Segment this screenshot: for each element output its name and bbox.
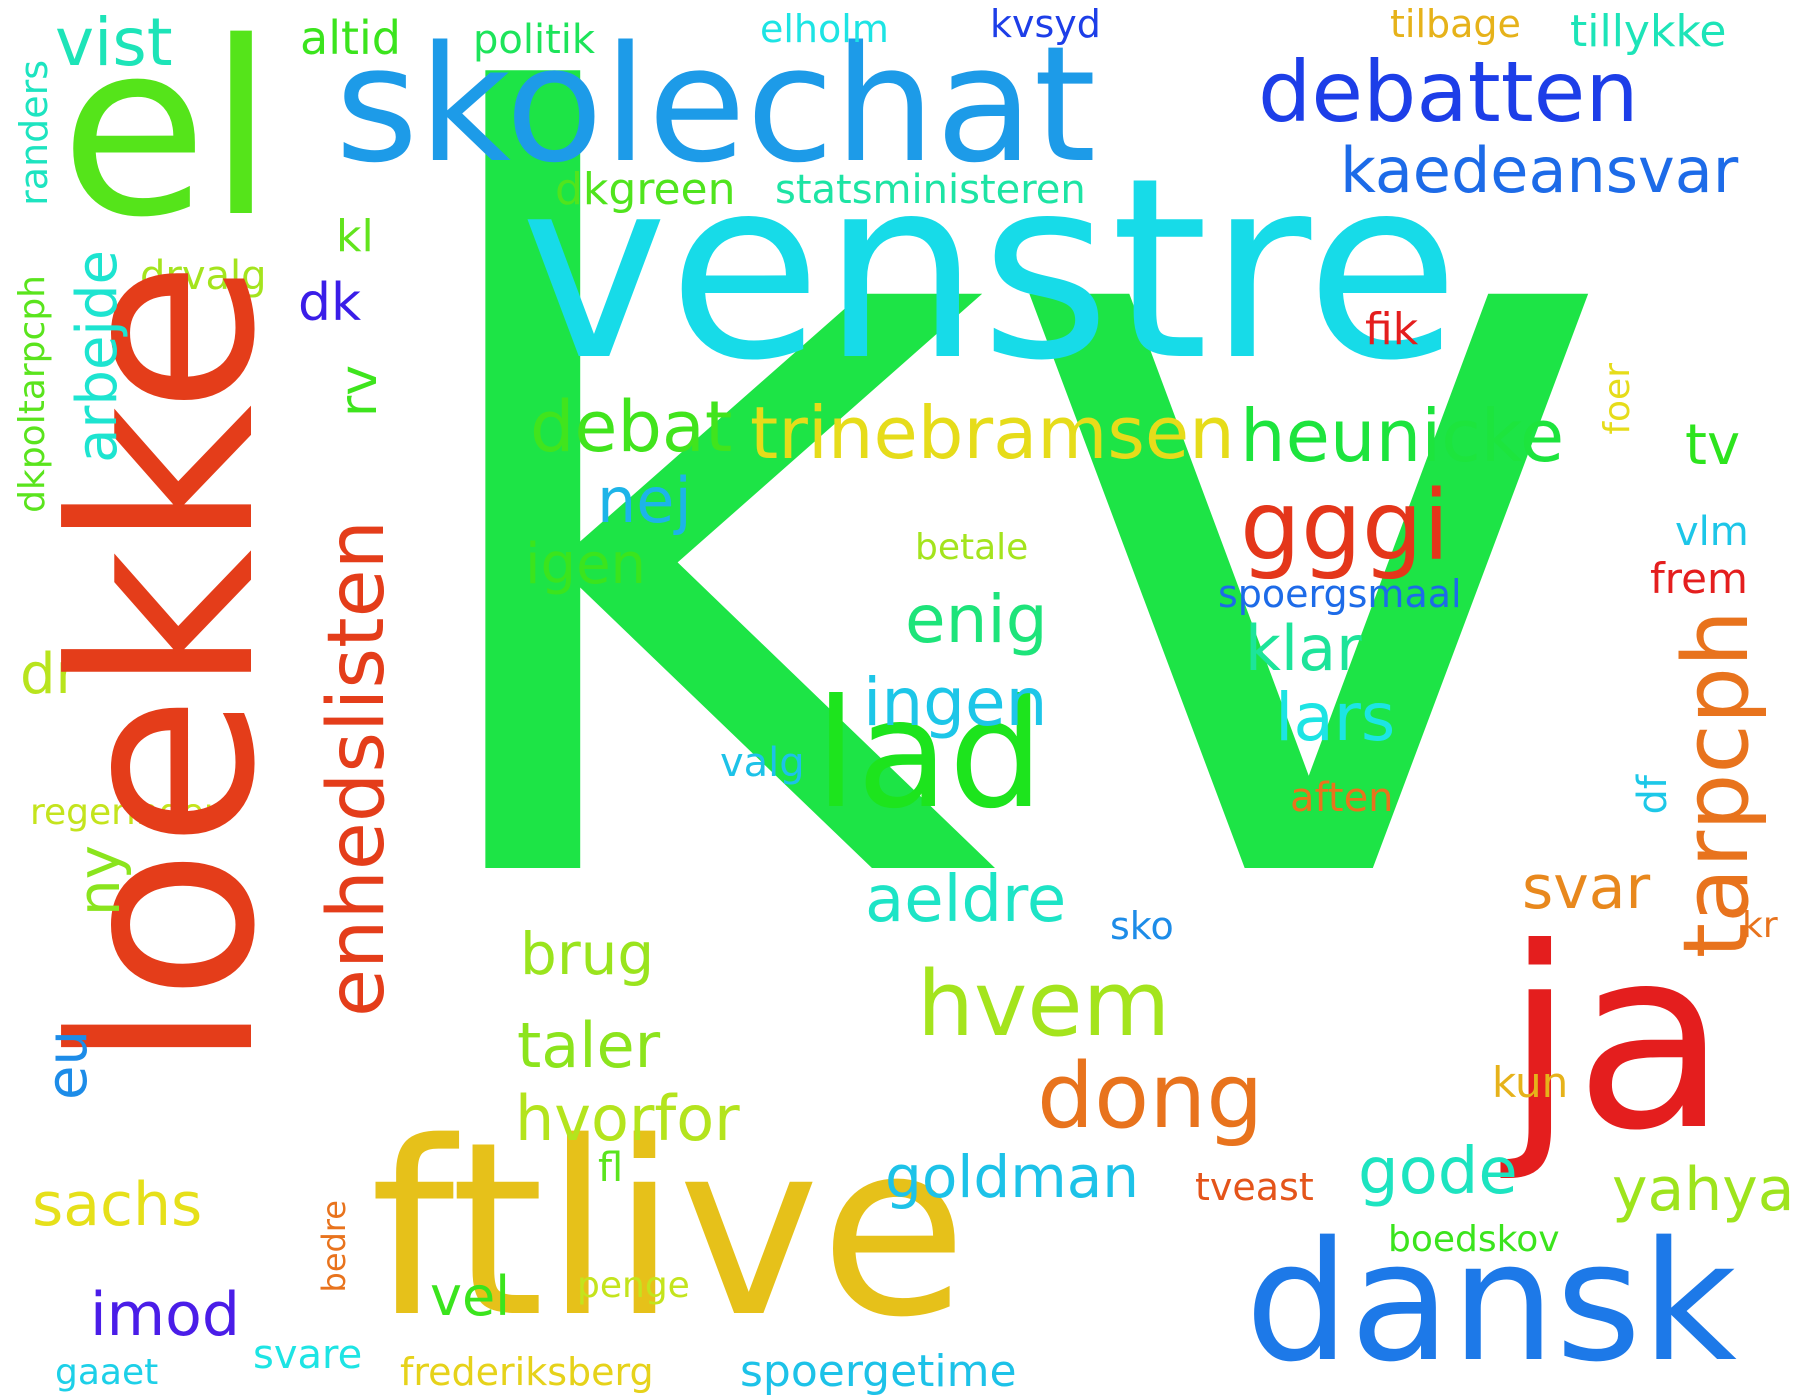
word-dkgreen: dkgreen bbox=[555, 164, 736, 215]
word-hvorfor: hvorfor bbox=[515, 1082, 740, 1155]
word-fl: fl bbox=[598, 1145, 624, 1191]
word-lars: lars bbox=[1275, 679, 1396, 756]
word-klar: klar bbox=[1245, 612, 1362, 685]
word-sko: sko bbox=[1110, 904, 1174, 948]
word-dansk: dansk bbox=[1245, 1206, 1737, 1398]
word-kaedeansvar: kaedeansvar bbox=[1340, 134, 1739, 207]
word-ja: ja bbox=[1505, 894, 1728, 1185]
word-altid: altid bbox=[300, 11, 401, 65]
word-heunicke: heunicke bbox=[1240, 394, 1565, 478]
word-aeldre: aeldre bbox=[865, 863, 1067, 937]
word-tarpcph: tarpcph bbox=[1664, 610, 1769, 959]
word-tillykke: tillykke bbox=[1570, 6, 1727, 57]
word-fik: fik bbox=[1365, 304, 1419, 355]
word-debat: debat bbox=[530, 386, 733, 468]
word-statsministeren: statsministeren bbox=[775, 167, 1086, 213]
word-rv: rv bbox=[329, 365, 389, 418]
word-betale: betale bbox=[915, 527, 1029, 568]
word-vel: vel bbox=[430, 1265, 511, 1328]
word-kr: kr bbox=[1742, 905, 1778, 946]
word-tilbage: tilbage bbox=[1390, 2, 1521, 46]
word-tveast: tveast bbox=[1195, 1165, 1314, 1209]
word-dkpoltarpcph: dkpoltarpcph bbox=[12, 275, 53, 513]
word-valg: valg bbox=[720, 740, 805, 786]
word-arbejde: arbejde bbox=[65, 250, 130, 463]
word-gaaet: gaaet bbox=[55, 1352, 159, 1393]
word-vist: vist bbox=[55, 4, 173, 81]
word-ingen: ingen bbox=[863, 664, 1048, 741]
word-politik: politik bbox=[473, 17, 596, 63]
word-spoergsmaal: spoergsmaal bbox=[1218, 572, 1462, 616]
word-tv: tv bbox=[1685, 413, 1741, 478]
word-enig: enig bbox=[905, 581, 1048, 658]
word-dk: dk bbox=[298, 273, 362, 333]
word-ny: ny bbox=[65, 845, 133, 917]
word-sachs: sachs bbox=[32, 1170, 203, 1240]
word-vlm: vlm bbox=[1675, 509, 1749, 555]
word-bedre: bedre bbox=[315, 1200, 353, 1293]
word-svar: svar bbox=[1522, 853, 1651, 923]
word-venstre: venstre bbox=[520, 124, 1460, 415]
word-lad: lad bbox=[815, 668, 1044, 842]
word-gggi: gggi bbox=[1240, 470, 1450, 582]
word-dong: dong bbox=[1037, 1044, 1264, 1149]
word-brug: brug bbox=[520, 920, 655, 988]
word-gode: gode bbox=[1358, 1135, 1518, 1209]
word-trinebramsen: trinebramsen bbox=[750, 391, 1235, 475]
word-frem: frem bbox=[1650, 554, 1748, 603]
word-yahya: yahya bbox=[1612, 1155, 1795, 1225]
word-taler: taler bbox=[517, 1009, 661, 1082]
word-ftlive: ftlive bbox=[370, 1090, 968, 1370]
word-dr: dr bbox=[20, 642, 79, 707]
word-skolechat: skolechat bbox=[335, 11, 1097, 198]
word-kv: kv bbox=[390, 0, 1620, 1116]
word-regeringen: regeringen bbox=[30, 792, 227, 833]
word-penge: penge bbox=[577, 1265, 690, 1306]
word-spoergetime: spoergetime bbox=[740, 1346, 1017, 1397]
word-nej: nej bbox=[597, 464, 692, 537]
word-svare: svare bbox=[253, 1332, 363, 1378]
word-eu: eu bbox=[35, 1030, 100, 1100]
word-foer: foer bbox=[1597, 363, 1638, 435]
word-goldman: goldman bbox=[885, 1143, 1140, 1211]
word-randers: randers bbox=[12, 60, 56, 206]
word-kl: kl bbox=[336, 211, 374, 262]
word-aften: aften bbox=[1290, 775, 1394, 821]
word-debatten: debatten bbox=[1258, 43, 1639, 141]
word-kun: kun bbox=[1492, 1058, 1569, 1107]
word-igen: igen bbox=[525, 532, 647, 597]
word-imod: imod bbox=[90, 1280, 240, 1350]
word-kvsyd: kvsyd bbox=[990, 2, 1101, 46]
word-drvalg: drvalg bbox=[140, 253, 267, 299]
word-df: df bbox=[1630, 775, 1676, 815]
word-el: el bbox=[60, 0, 275, 270]
word-frederiksberg: frederiksberg bbox=[400, 1350, 654, 1394]
word-elholm: elholm bbox=[760, 7, 889, 51]
word-hvem: hvem bbox=[917, 952, 1171, 1057]
word-enhedslisten: enhedslisten bbox=[312, 520, 402, 1017]
word-boedskov: boedskov bbox=[1388, 1219, 1560, 1260]
